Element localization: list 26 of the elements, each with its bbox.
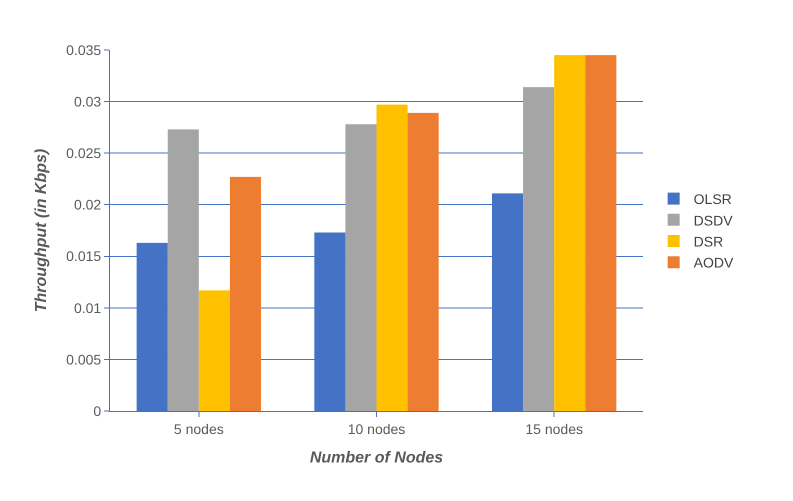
bar xyxy=(376,104,408,411)
y-tick-label: 0.015 xyxy=(66,248,102,264)
bar xyxy=(523,87,554,411)
x-tick-label: 10 nodes xyxy=(348,420,406,437)
y-tick-label: 0.025 xyxy=(66,145,102,162)
y-tick-label: 0.005 xyxy=(66,351,102,368)
bar xyxy=(198,290,230,411)
bar xyxy=(345,124,376,411)
bar xyxy=(168,129,199,411)
y-tick-label: 0.035 xyxy=(66,42,102,58)
x-axis-title: Number of Nodes xyxy=(310,450,444,466)
legend-label: DSR xyxy=(694,233,724,250)
y-axis-title: Throughput (in Kbps) xyxy=(33,148,50,312)
x-tick-label: 15 nodes xyxy=(525,420,583,437)
legend-label: DSDV xyxy=(694,212,734,228)
bar xyxy=(585,55,616,411)
bar xyxy=(230,176,262,411)
bar xyxy=(408,112,439,411)
legend-label: OLSR xyxy=(694,191,732,208)
x-tick-label: 5 nodes xyxy=(174,420,224,437)
y-tick-label: 0.01 xyxy=(74,300,102,316)
y-tick-label: 0.02 xyxy=(74,196,102,213)
y-tick-label: 0 xyxy=(93,402,102,419)
y-tick-label: 0.03 xyxy=(74,93,102,110)
legend-label: AODV xyxy=(694,254,734,271)
bar xyxy=(554,55,586,411)
